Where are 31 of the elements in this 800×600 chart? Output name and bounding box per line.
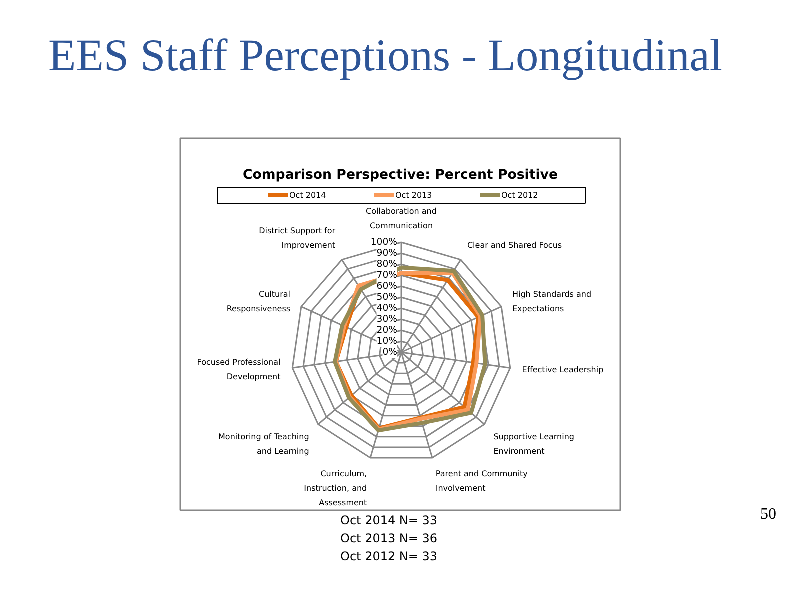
spoke-label: Curriculum, Instruction, and Assessment bbox=[304, 470, 368, 508]
y-tick-label: 70% bbox=[376, 270, 398, 281]
y-tick-label: 90% bbox=[376, 248, 398, 259]
y-tick-label: 40% bbox=[376, 303, 398, 314]
y-tick-label: 80% bbox=[376, 259, 398, 270]
text: Oct 2012 N= 33 bbox=[340, 550, 438, 564]
y-tick-label: 30% bbox=[376, 314, 398, 325]
spoke-label: Clear and Shared Focus bbox=[467, 240, 562, 250]
text: Oct 2014 N= 33 bbox=[340, 514, 438, 528]
legend-label: Oct 2014 bbox=[290, 191, 326, 200]
legend-label: Oct 2012 bbox=[502, 191, 538, 200]
chart-title: EES Staff Perceptions - Longitudinal bbox=[48, 30, 722, 80]
spoke-label: District Support for Improvement bbox=[259, 226, 336, 250]
spoke-label: Focused Professional Development bbox=[197, 358, 281, 382]
spoke-label: Effective Leadership bbox=[522, 365, 604, 374]
y-tick-label: 60% bbox=[376, 281, 398, 292]
text: 50 bbox=[760, 506, 776, 523]
spoke-label: Monitoring of Teaching and Learning bbox=[218, 432, 310, 456]
y-tick-label: 20% bbox=[376, 325, 398, 336]
spoke-label: High Standards and Expectations bbox=[512, 290, 592, 314]
spoke-label: Cultural Responsiveness bbox=[226, 290, 291, 314]
spoke-label: Collaboration and Communication bbox=[366, 207, 437, 230]
text: Oct 2013 N= 36 bbox=[340, 532, 438, 546]
y-tick-label: 10% bbox=[376, 336, 398, 347]
spoke-label: Supportive Learning Environment bbox=[494, 432, 574, 456]
y-tick-label: 100% bbox=[370, 237, 398, 248]
legend-label: Oct 2013 bbox=[396, 191, 432, 200]
spoke-label: Parent and Community Involvement bbox=[436, 470, 528, 493]
chart-subtitle: Comparison Perspective: Percent Positive bbox=[242, 168, 558, 183]
y-tick-label: 0% bbox=[382, 347, 398, 358]
y-tick-label: 50% bbox=[376, 292, 398, 303]
